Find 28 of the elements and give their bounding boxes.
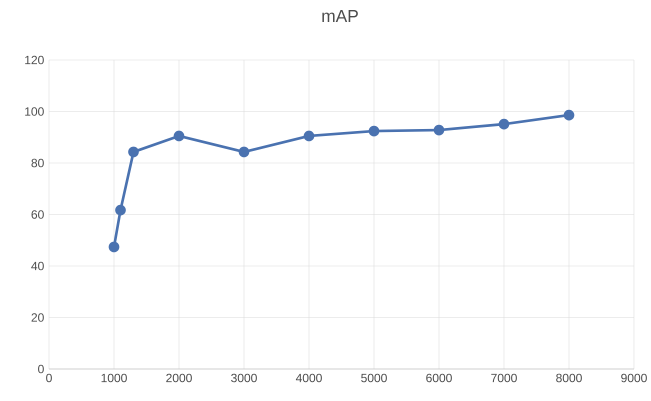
point [564, 110, 574, 120]
x-tick-label: 1000 [102, 374, 127, 382]
x-tick-label: 7000 [491, 374, 517, 382]
point [368, 126, 380, 136]
y-tick-label: 80 [31, 158, 44, 168]
point [128, 146, 139, 158]
point [498, 118, 510, 130]
point [108, 242, 120, 252]
x-tick-label: 6000 [426, 374, 452, 382]
y-tick-label: 100 [25, 107, 44, 116]
x-tick-label: 5000 [361, 374, 387, 382]
y-tick-label: 0 [38, 364, 44, 374]
y-tick-label: 20 [32, 313, 44, 322]
y-tick-label: 60 [32, 210, 44, 219]
x-tick-label: 9000 [621, 374, 647, 382]
x-tick-label: 4000 [296, 374, 322, 382]
y-tick-label: 120 [25, 56, 44, 64]
point [238, 146, 250, 158]
point [434, 124, 444, 136]
x-tick-label: 0 [46, 374, 52, 382]
y-tick-label: 40 [31, 262, 44, 270]
x-tick-label: 2000 [166, 374, 192, 382]
x-tick-label: 8000 [556, 374, 582, 382]
point [174, 130, 184, 142]
point [115, 204, 126, 216]
point [304, 130, 314, 142]
chart-title: mAP [322, 10, 358, 22]
x-tick-label: 3000 [231, 374, 257, 382]
